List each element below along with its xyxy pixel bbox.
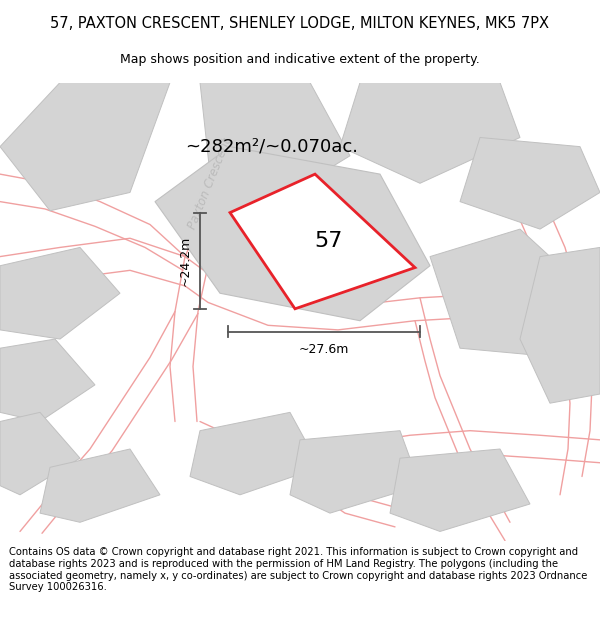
Text: ~24.2m: ~24.2m (179, 236, 192, 286)
Polygon shape (155, 147, 430, 321)
Polygon shape (40, 449, 160, 522)
Polygon shape (0, 248, 120, 339)
Polygon shape (200, 82, 350, 192)
Polygon shape (0, 82, 170, 211)
Polygon shape (190, 412, 320, 495)
Text: Paxton Crescent: Paxton Crescent (186, 136, 234, 231)
Polygon shape (0, 339, 95, 421)
Polygon shape (520, 248, 600, 403)
Text: 57: 57 (314, 231, 343, 251)
Text: 57, PAXTON CRESCENT, SHENLEY LODGE, MILTON KEYNES, MK5 7PX: 57, PAXTON CRESCENT, SHENLEY LODGE, MILT… (50, 16, 550, 31)
Polygon shape (230, 174, 415, 309)
Polygon shape (290, 431, 420, 513)
Text: Map shows position and indicative extent of the property.: Map shows position and indicative extent… (120, 53, 480, 66)
Polygon shape (430, 229, 580, 358)
Polygon shape (390, 449, 530, 531)
Polygon shape (460, 138, 600, 229)
Text: Contains OS data © Crown copyright and database right 2021. This information is : Contains OS data © Crown copyright and d… (9, 548, 587, 592)
Text: ~282m²/~0.070ac.: ~282m²/~0.070ac. (185, 138, 358, 156)
Polygon shape (340, 82, 520, 183)
Polygon shape (0, 412, 80, 495)
Text: ~27.6m: ~27.6m (299, 342, 349, 356)
